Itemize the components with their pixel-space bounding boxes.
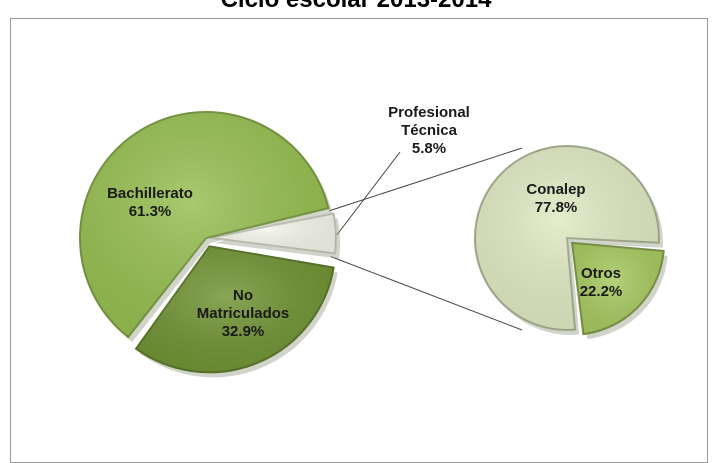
slice-otros-shade <box>572 242 664 335</box>
label-profesional-tecnica: Profesional Técnica 5.8% <box>388 104 470 157</box>
leader-line-profesional-tecnica <box>332 151 401 241</box>
label-conalep: Conalep 77.8% <box>526 181 585 216</box>
slice-conalep-shade <box>474 146 659 331</box>
connector-line-bottom <box>330 256 523 331</box>
label-no-matriculados: No Matriculados 32.9% <box>197 287 290 340</box>
connector-line-top <box>328 147 523 212</box>
slice-no-matriculados-shade <box>136 246 334 373</box>
chart-title: Ciclo escolar 2013-2014 <box>0 0 712 14</box>
connector-lines <box>328 147 523 331</box>
label-otros: Otros 22.2% <box>580 265 623 300</box>
slice-bachillerato-shade <box>79 111 329 338</box>
slice-profesional-tecnica-shade <box>209 213 336 254</box>
label-bachillerato: Bachillerato 61.3% <box>107 185 193 220</box>
